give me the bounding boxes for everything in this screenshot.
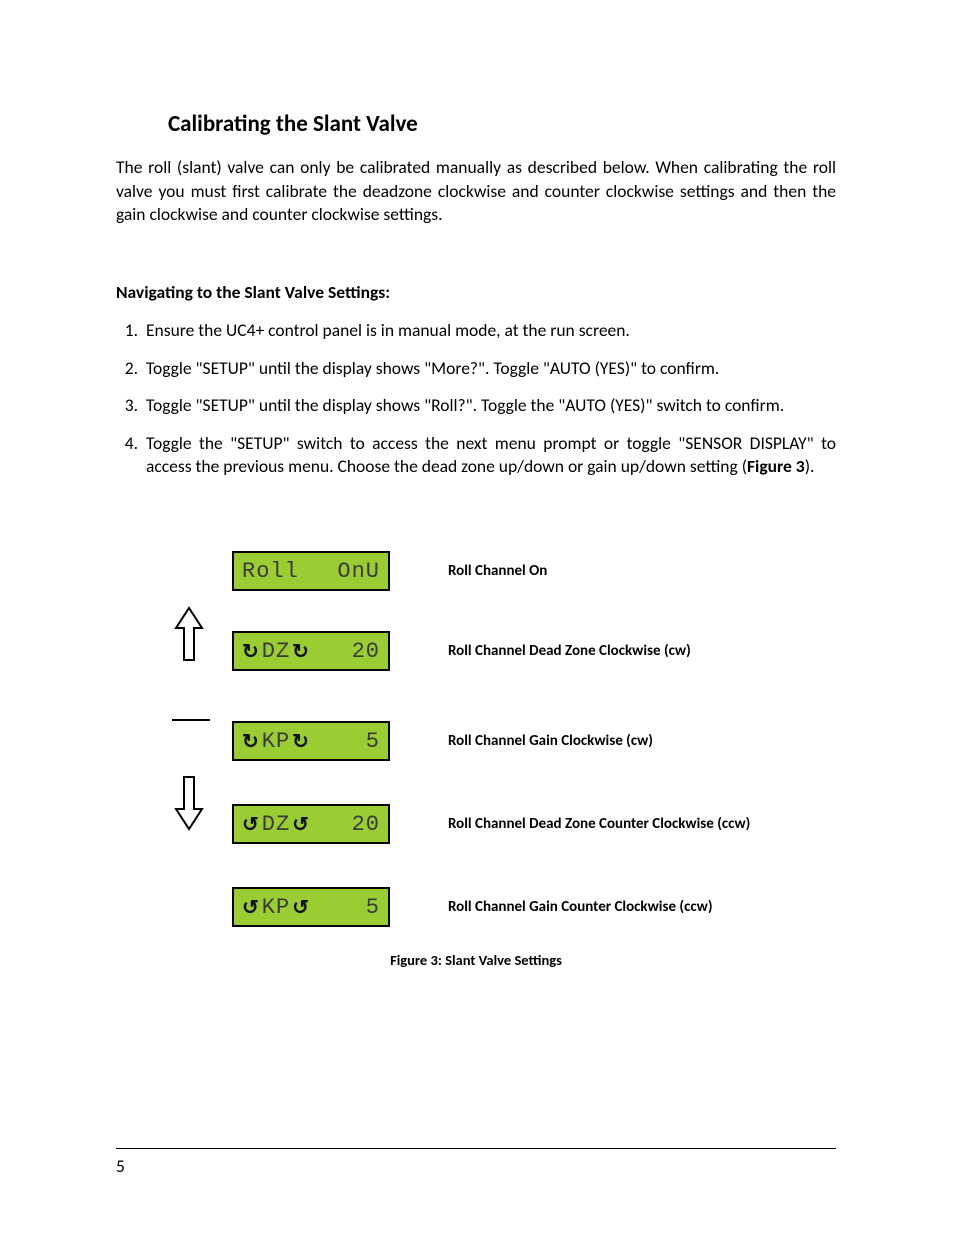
lcd-left: KP bbox=[262, 895, 290, 920]
lcd-right: OnU bbox=[337, 559, 380, 584]
arrow-down-icon bbox=[172, 769, 206, 833]
list-item: Toggle "SETUP" until the display shows "… bbox=[142, 357, 836, 381]
page-number: 5 bbox=[116, 1155, 125, 1177]
arrow-up-icon bbox=[172, 606, 206, 670]
lcd-left: DZ bbox=[262, 639, 290, 664]
step4-tail: ). bbox=[805, 455, 815, 477]
lcd-row: ↺ DZ ↺ 20 Roll Channel Dead Zone Counter… bbox=[232, 804, 750, 844]
step-list: Ensure the UC4+ control panel is in manu… bbox=[116, 319, 836, 479]
lcd-display: ↻ DZ ↻ 20 bbox=[232, 631, 390, 671]
ccw-icon: ↺ bbox=[242, 895, 260, 920]
figure-reference: Figure 3 bbox=[747, 455, 805, 477]
arrow-divider bbox=[172, 719, 210, 721]
step4-lead: Toggle the "SETUP" switch to access the … bbox=[146, 432, 836, 478]
cw-icon: ↻ bbox=[242, 729, 260, 754]
lcd-row: ↺ KP ↺ 5 Roll Channel Gain Counter Clock… bbox=[232, 887, 713, 927]
lcd-label: Roll Channel On bbox=[448, 562, 547, 580]
lcd-row: ↻ DZ ↻ 20 Roll Channel Dead Zone Clockwi… bbox=[232, 631, 691, 671]
nav-arrows bbox=[172, 606, 212, 838]
lcd-display: ↺ DZ ↺ 20 bbox=[232, 804, 390, 844]
list-item: Ensure the UC4+ control panel is in manu… bbox=[142, 319, 836, 343]
lcd-label: Roll Channel Gain Clockwise (cw) bbox=[448, 732, 653, 750]
lcd-display: ↺ KP ↺ 5 bbox=[232, 887, 390, 927]
cw-icon: ↻ bbox=[292, 729, 310, 754]
lcd-label: Roll Channel Dead Zone Counter Clockwise… bbox=[448, 815, 750, 833]
lcd-label: Roll Channel Gain Counter Clockwise (ccw… bbox=[448, 898, 713, 916]
lcd-left: DZ bbox=[262, 812, 290, 837]
figure-caption: Figure 3: Slant Valve Settings bbox=[116, 951, 836, 969]
intro-paragraph: The roll (slant) valve can only be calib… bbox=[116, 156, 836, 227]
sub-heading: Navigating to the Slant Valve Settings: bbox=[116, 281, 836, 303]
page: Calibrating the Slant Valve The roll (sl… bbox=[0, 0, 954, 1235]
list-item: Toggle "SETUP" until the display shows "… bbox=[142, 394, 836, 418]
ccw-icon: ↺ bbox=[242, 812, 260, 837]
ccw-icon: ↺ bbox=[292, 812, 310, 837]
cw-icon: ↻ bbox=[242, 639, 260, 664]
list-item: Toggle the "SETUP" switch to access the … bbox=[142, 432, 836, 479]
lcd-right: 5 bbox=[366, 729, 380, 754]
lcd-row: Roll OnU Roll Channel On bbox=[232, 551, 547, 591]
lcd-right: 20 bbox=[352, 812, 380, 837]
cw-icon: ↻ bbox=[292, 639, 310, 664]
lcd-left: Roll bbox=[242, 559, 299, 584]
lcd-display: Roll OnU bbox=[232, 551, 390, 591]
ccw-icon: ↺ bbox=[292, 895, 310, 920]
lcd-left: KP bbox=[262, 729, 290, 754]
footer-rule bbox=[116, 1148, 836, 1149]
lcd-label: Roll Channel Dead Zone Clockwise (cw) bbox=[448, 642, 691, 660]
figure-3: Roll OnU Roll Channel On ↻ DZ ↻ 20 Roll … bbox=[116, 551, 836, 971]
lcd-right: 5 bbox=[366, 895, 380, 920]
lcd-display: ↻ KP ↻ 5 bbox=[232, 721, 390, 761]
section-title: Calibrating the Slant Valve bbox=[168, 110, 836, 138]
lcd-right: 20 bbox=[352, 639, 380, 664]
lcd-row: ↻ KP ↻ 5 Roll Channel Gain Clockwise (cw… bbox=[232, 721, 653, 761]
